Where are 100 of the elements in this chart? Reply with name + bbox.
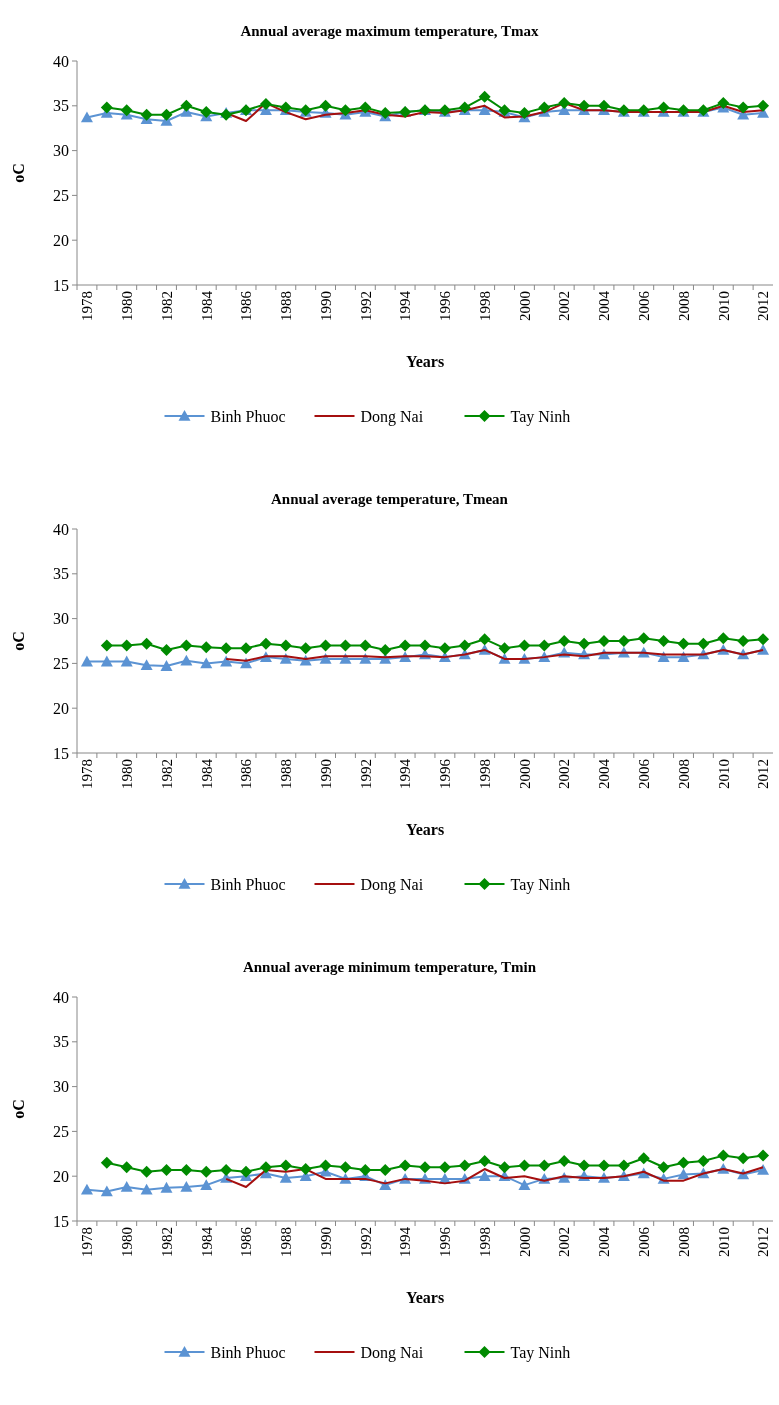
- x-tick-label: 1982: [158, 759, 175, 789]
- x-tick-label: 1986: [238, 1226, 255, 1257]
- x-tick-label: 2012: [755, 1227, 772, 1257]
- x-tick-label: 1988: [278, 759, 295, 789]
- x-tick-label: 1990: [317, 759, 334, 789]
- point: [538, 1159, 551, 1172]
- point: [697, 1154, 710, 1167]
- x-tick-label: 1980: [118, 1227, 135, 1257]
- legend-label: Tay Ninh: [510, 1343, 571, 1362]
- x-tick-label: 1998: [476, 291, 493, 321]
- y-tick-label: 35: [53, 1033, 69, 1051]
- x-tick-label: 2010: [715, 759, 732, 789]
- point: [478, 1154, 491, 1167]
- point: [438, 1161, 451, 1174]
- y-tick-label: 25: [53, 655, 69, 672]
- y-axis-title: oC: [10, 631, 27, 651]
- y-tick-label: 15: [53, 744, 69, 762]
- x-tick-label: 2000: [516, 291, 533, 321]
- x-tick-label: 2000: [516, 759, 533, 789]
- y-axis-title: oC: [10, 163, 27, 183]
- y-tick-label: 20: [53, 1167, 69, 1185]
- x-tick-label: 2000: [516, 1227, 533, 1257]
- x-tick-label: 1978: [79, 1227, 96, 1257]
- y-tick-label: 30: [53, 610, 69, 628]
- x-tick-label: 1984: [198, 290, 215, 321]
- y-tick-label: 40: [53, 988, 69, 1006]
- x-axis-title: Years: [405, 821, 445, 838]
- point: [240, 1165, 253, 1178]
- x-tick-label: 1992: [357, 1227, 374, 1257]
- y-axis-title: oC: [10, 1099, 27, 1119]
- point: [100, 1156, 113, 1169]
- point: [399, 1159, 412, 1172]
- x-tick-label: 1986: [238, 758, 255, 789]
- y-tick-label: 25: [53, 187, 69, 204]
- x-tick-label: 1996: [437, 290, 454, 321]
- point: [657, 1161, 670, 1174]
- point: [677, 1168, 690, 1180]
- legend-label: Dong Nai: [360, 875, 424, 894]
- x-tick-label: 2006: [635, 1226, 652, 1257]
- legend-label: Tay Ninh: [510, 875, 571, 894]
- x-tick-label: 1992: [357, 759, 374, 789]
- point: [100, 1185, 113, 1197]
- point: [478, 1170, 491, 1181]
- y-tick-label: 15: [53, 1212, 69, 1230]
- x-tick-label: 1996: [437, 758, 454, 789]
- x-tick-label: 1982: [158, 291, 175, 321]
- point: [180, 1163, 193, 1176]
- x-axis-title: Years: [405, 1289, 445, 1306]
- point: [200, 1165, 213, 1178]
- x-tick-label: 1988: [278, 1227, 295, 1257]
- x-tick-label: 1994: [397, 290, 414, 321]
- y-tick-label: 30: [53, 1078, 69, 1096]
- x-tick-label: 2012: [755, 291, 772, 321]
- x-tick-label: 2004: [596, 290, 613, 321]
- y-tick-label: 35: [53, 97, 69, 115]
- point: [220, 1163, 233, 1176]
- point: [717, 1149, 730, 1162]
- point: [319, 1159, 332, 1172]
- x-tick-label: 1984: [198, 1226, 215, 1257]
- x-tick-label: 2008: [675, 1227, 692, 1257]
- point: [578, 1159, 591, 1172]
- x-tick-label: 1978: [79, 759, 96, 789]
- x-tick-label: 1996: [437, 1226, 454, 1257]
- legend-label: Dong Nai: [360, 1343, 424, 1362]
- point: [160, 1163, 173, 1176]
- point: [637, 1152, 650, 1165]
- chart-title: Annual average maximum temperature, Tmax: [240, 23, 540, 39]
- point: [518, 1179, 531, 1190]
- x-tick-label: 1998: [476, 1227, 493, 1257]
- legend-label: Tay Ninh: [510, 407, 571, 426]
- x-tick-label: 1994: [397, 758, 414, 789]
- y-tick-label: 15: [53, 276, 69, 294]
- x-tick-label: 1990: [317, 1227, 334, 1257]
- legend-label: Dong Nai: [360, 407, 424, 426]
- x-tick-label: 1992: [357, 291, 374, 321]
- y-tick-label: 20: [53, 231, 69, 249]
- point: [200, 1179, 213, 1190]
- point: [140, 1183, 153, 1195]
- x-tick-label: 2006: [635, 758, 652, 789]
- y-tick-label: 30: [53, 142, 69, 160]
- point: [339, 1161, 352, 1174]
- x-tick-label: 2008: [675, 759, 692, 789]
- x-tick-label: 2002: [556, 291, 573, 321]
- point: [120, 1180, 133, 1192]
- point: [419, 1161, 431, 1174]
- point: [757, 1163, 770, 1175]
- point: [359, 1163, 372, 1176]
- x-tick-label: 2002: [556, 1227, 573, 1257]
- x-tick-label: 1982: [158, 1227, 175, 1257]
- x-tick-label: 2012: [755, 759, 772, 789]
- chart-title: Annual average temperature, Tmean: [271, 491, 509, 507]
- point: [518, 1159, 531, 1172]
- chart-title: Annual average minimum temperature, Tmin: [242, 959, 537, 975]
- y-tick-label: 20: [53, 699, 69, 717]
- x-tick-label: 1980: [118, 291, 135, 321]
- legend-label: Binh Phuoc: [210, 407, 286, 425]
- x-tick-label: 2004: [596, 758, 613, 789]
- point: [558, 1154, 571, 1167]
- x-tick-label: 2004: [596, 1226, 613, 1257]
- x-tick-label: 1980: [118, 759, 135, 789]
